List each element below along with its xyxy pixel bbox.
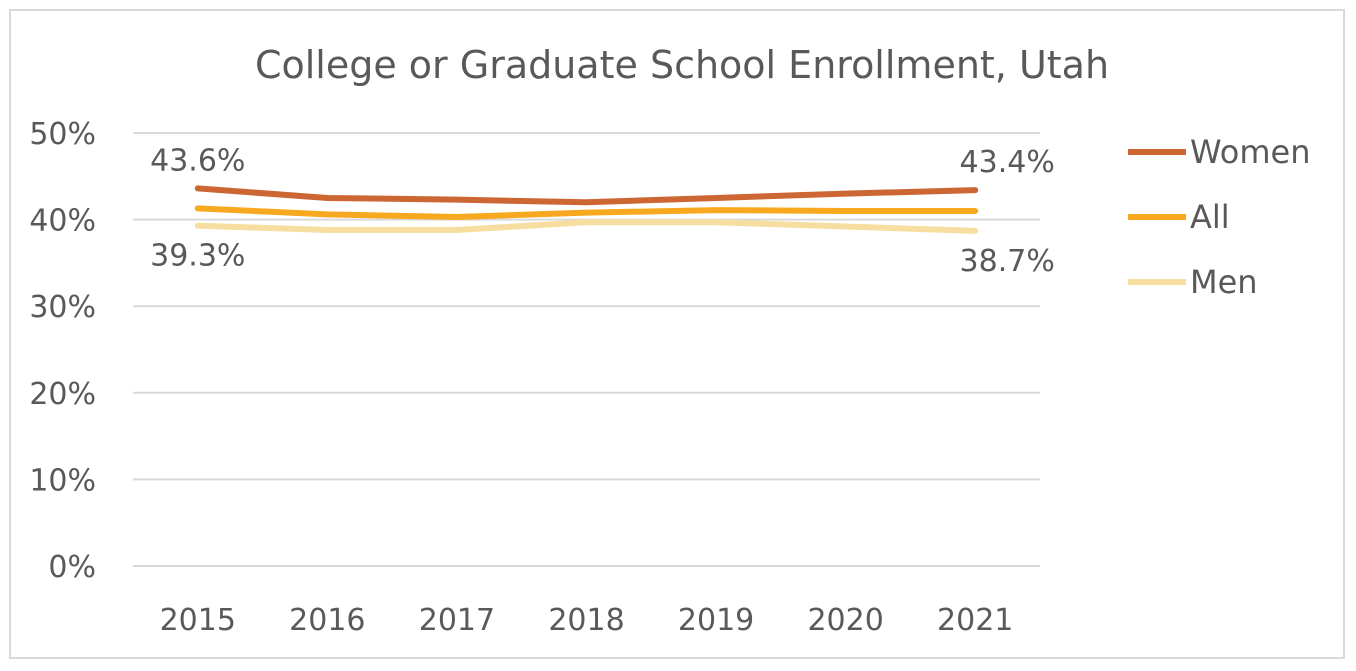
chart-frame — [9, 9, 1345, 659]
x-tick-label: 2017 — [419, 603, 495, 638]
y-tick-label: 40% — [29, 204, 96, 239]
y-tick-label: 10% — [29, 463, 96, 498]
legend-label: Women — [1190, 133, 1310, 171]
y-tick-label: 0% — [48, 550, 96, 585]
x-tick-label: 2020 — [807, 603, 883, 638]
y-tick-label: 30% — [29, 290, 96, 325]
x-tick-label: 2021 — [937, 603, 1013, 638]
data-label: 43.4% — [960, 145, 1055, 180]
data-label: 39.3% — [150, 239, 245, 274]
series-line-men — [194, 219, 979, 234]
x-tick-label: 2018 — [548, 603, 624, 638]
y-tick-label: 50% — [29, 117, 96, 152]
x-tick-label: 2019 — [678, 603, 754, 638]
data-label: 38.7% — [960, 244, 1055, 279]
legend-label: Men — [1190, 263, 1258, 301]
chart-title: College or Graduate School Enrollment, U… — [255, 43, 1109, 87]
data-label: 43.6% — [150, 143, 245, 178]
x-tick-label: 2015 — [160, 603, 236, 638]
x-tick-label: 2016 — [289, 603, 365, 638]
y-tick-label: 20% — [29, 377, 96, 412]
series-line-women — [194, 185, 979, 206]
legend-label: All — [1190, 198, 1230, 236]
